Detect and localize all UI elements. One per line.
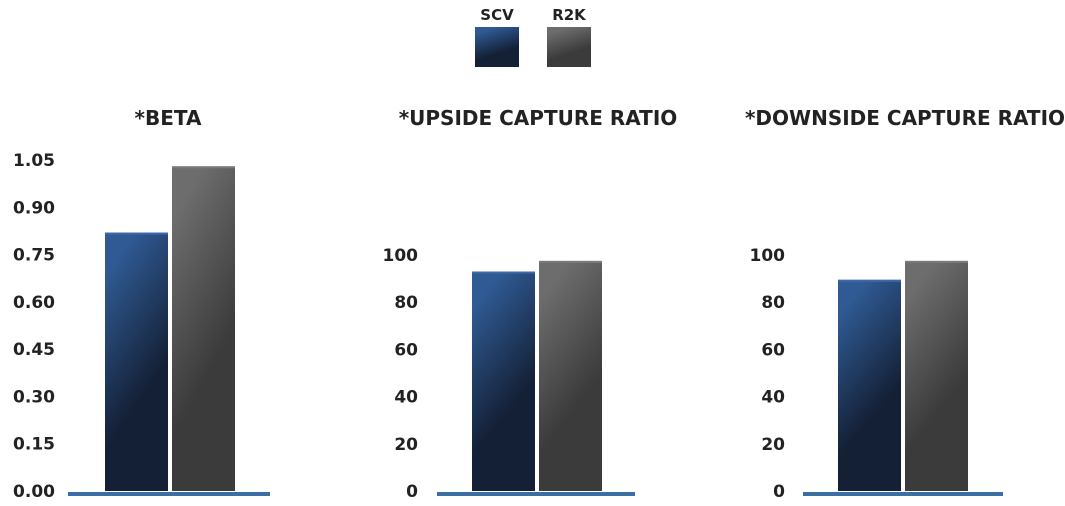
y-tick-label: 0.00 bbox=[13, 482, 55, 502]
chart-title-beta: *BETA bbox=[135, 106, 202, 130]
bar-beta-r2k bbox=[172, 166, 235, 492]
legend-label-scv: SCV bbox=[480, 6, 514, 24]
bar-top-edge bbox=[172, 166, 235, 169]
y-tick-label: 0.60 bbox=[13, 293, 55, 313]
y-tick-label: 20 bbox=[394, 435, 418, 455]
y-tick-label: 80 bbox=[394, 293, 418, 313]
bar-top-edge bbox=[838, 279, 901, 282]
legend-item-scv: SCV bbox=[475, 6, 519, 67]
y-tick-label: 0.75 bbox=[13, 246, 55, 266]
y-tick-label: 0 bbox=[406, 482, 418, 502]
chart-title-upside-capture-ratio: *UPSIDE CAPTURE RATIO bbox=[399, 106, 678, 130]
y-tick-label: 0.90 bbox=[13, 198, 55, 218]
legend-swatch-r2k bbox=[547, 27, 591, 67]
y-tick-label: 100 bbox=[750, 246, 786, 266]
bar-top-edge bbox=[539, 260, 602, 263]
y-tick-label: 100 bbox=[383, 246, 419, 266]
x-axis-baseline bbox=[437, 492, 635, 496]
y-tick-label: 40 bbox=[761, 388, 785, 408]
legend: SCV R2K bbox=[475, 6, 591, 67]
bar-downside-capture-ratio-scv bbox=[838, 279, 901, 491]
y-tick-label: 0.15 bbox=[13, 435, 55, 455]
y-tick-label: 20 bbox=[761, 435, 785, 455]
legend-label-r2k: R2K bbox=[552, 6, 587, 24]
bar-downside-capture-ratio-r2k bbox=[905, 260, 968, 491]
bar-upside-capture-ratio-r2k bbox=[539, 260, 602, 491]
y-tick-label: 0.30 bbox=[13, 387, 55, 407]
y-tick-label: 80 bbox=[761, 293, 785, 313]
bar-top-edge bbox=[472, 271, 535, 274]
bar-beta-scv bbox=[105, 232, 168, 491]
y-tick-label: 60 bbox=[761, 340, 785, 360]
y-tick-label: 0 bbox=[773, 482, 785, 502]
chart-panel-upside-capture-ratio: 0 20 40 60 80 100 bbox=[383, 246, 635, 502]
bar-upside-capture-ratio-scv bbox=[472, 271, 535, 491]
y-tick-label: 0.45 bbox=[13, 340, 55, 360]
y-tick-label: 1.05 bbox=[13, 151, 55, 171]
bar-top-edge bbox=[905, 260, 968, 263]
chart-panel-downside-capture-ratio: 0 20 40 60 80 100 bbox=[750, 246, 1003, 502]
legend-item-r2k: R2K bbox=[547, 6, 591, 67]
bar-top-edge bbox=[105, 232, 168, 235]
y-tick-label: 60 bbox=[394, 340, 418, 360]
x-axis-baseline bbox=[803, 492, 1003, 496]
x-axis-baseline bbox=[68, 492, 270, 496]
chart-title-downside-capture-ratio: *DOWNSIDE CAPTURE RATIO bbox=[745, 106, 1065, 130]
y-tick-label: 40 bbox=[394, 388, 418, 408]
legend-swatch-scv bbox=[475, 27, 519, 67]
chart-panel-beta: 0.00 0.15 0.30 0.45 0.60 0.75 0.90 1.05 bbox=[13, 151, 270, 502]
